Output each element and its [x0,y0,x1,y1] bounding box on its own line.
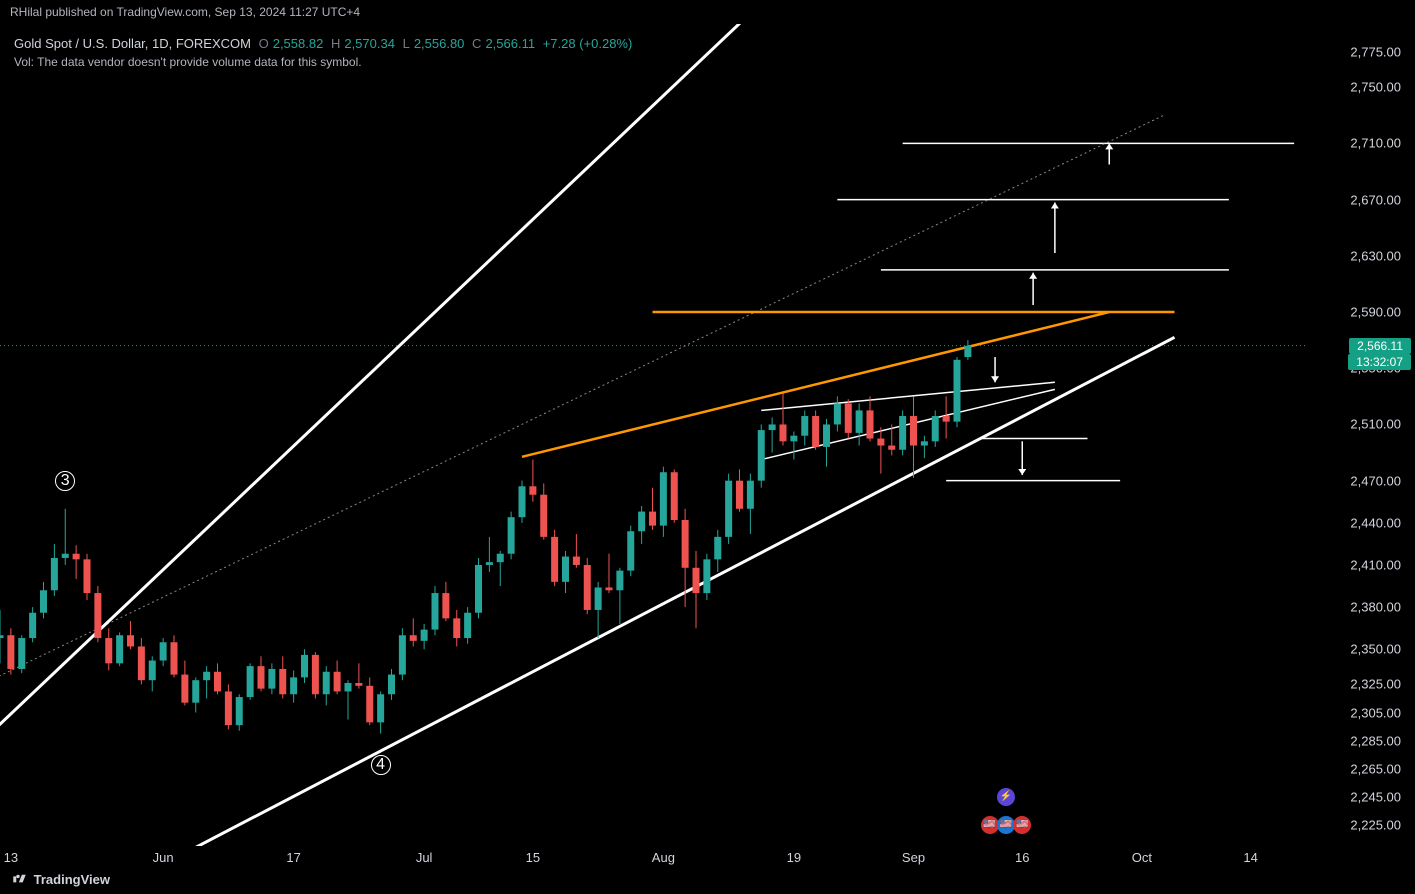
time-tick: Jul [416,850,433,865]
price-tick: 2,265.00 [1350,761,1401,776]
price-tick: 2,285.00 [1350,733,1401,748]
countdown-label: 13:32:07 [1348,354,1411,370]
price-tick: 2,325.00 [1350,677,1401,692]
tradingview-logo-icon [10,873,26,888]
time-tick: 13 [4,850,18,865]
time-tick: 16 [1015,850,1029,865]
price-tick: 2,410.00 [1350,557,1401,572]
ohlc-c: 2,566.11 [485,36,535,51]
event-icon[interactable]: 🇺🇸 [997,816,1015,834]
price-tick: 2,305.00 [1350,705,1401,720]
wave-label: 3 [55,471,75,491]
price-tick: 2,380.00 [1350,600,1401,615]
time-tick: Aug [652,850,675,865]
price-tick: 2,590.00 [1350,305,1401,320]
plot-area[interactable]: 34 ⚡🇺🇸🇺🇸🇺🇸 [0,24,1305,846]
time-axis[interactable]: 13 Jun 17 Jul 15 Aug 19 Sep 16 Oct 14 [0,846,1305,870]
price-tick: 2,750.00 [1350,80,1401,95]
volume-note: Vol: The data vendor doesn't provide vol… [14,55,636,69]
ohlc-l: 2,556.80 [414,36,465,51]
time-tick: Oct [1132,850,1152,865]
price-tick: 2,350.00 [1350,642,1401,657]
price-tick: 2,225.00 [1350,817,1401,832]
time-tick: 15 [526,850,540,865]
current-price-label: 2,566.11 [1349,338,1411,354]
legend-row-ohlc: Gold Spot / U.S. Dollar, 1D, FOREXCOM O2… [14,36,636,51]
ohlc-h: 2,570.34 [344,36,395,51]
price-tick: 2,775.00 [1350,45,1401,60]
price-tick: 2,245.00 [1350,789,1401,804]
price-axis[interactable]: 2,775.00 2,750.00 2,710.00 2,670.00 2,630.00… [1305,24,1415,894]
time-tick: 14 [1243,850,1257,865]
time-tick: Jun [153,850,174,865]
wave-label: 4 [371,755,391,775]
price-tick: 2,510.00 [1350,417,1401,432]
time-tick: 17 [286,850,300,865]
price-tick: 2,670.00 [1350,192,1401,207]
chart-area: Gold Spot / U.S. Dollar, 1D, FOREXCOM O2… [0,24,1415,894]
brand-text: TradingView [34,872,110,887]
footer-brand: TradingView [10,872,110,888]
event-icon[interactable]: ⚡ [997,788,1015,806]
symbol-name[interactable]: Gold Spot / U.S. Dollar, 1D, FOREXCOM [14,36,251,51]
time-tick: 19 [787,850,801,865]
publish-header: RHilal published on TradingView.com, Sep… [0,0,1415,24]
price-tick: 2,470.00 [1350,473,1401,488]
publish-text: RHilal published on TradingView.com, Sep… [10,5,360,19]
time-tick: Sep [902,850,925,865]
legend: Gold Spot / U.S. Dollar, 1D, FOREXCOM O2… [14,36,636,69]
tradingview-logo-icon [10,873,26,885]
ohlc-o: 2,558.82 [273,36,324,51]
price-tick: 2,630.00 [1350,248,1401,263]
event-icon[interactable]: 🇺🇸 [981,816,999,834]
price-tick: 2,440.00 [1350,515,1401,530]
plot-svg [0,24,1305,846]
chart-screenshot: { "publish": { "text": "RHilal published… [0,0,1415,894]
ohlc-chg: +7.28 (+0.28%) [543,36,633,51]
price-tick: 2,710.00 [1350,136,1401,151]
